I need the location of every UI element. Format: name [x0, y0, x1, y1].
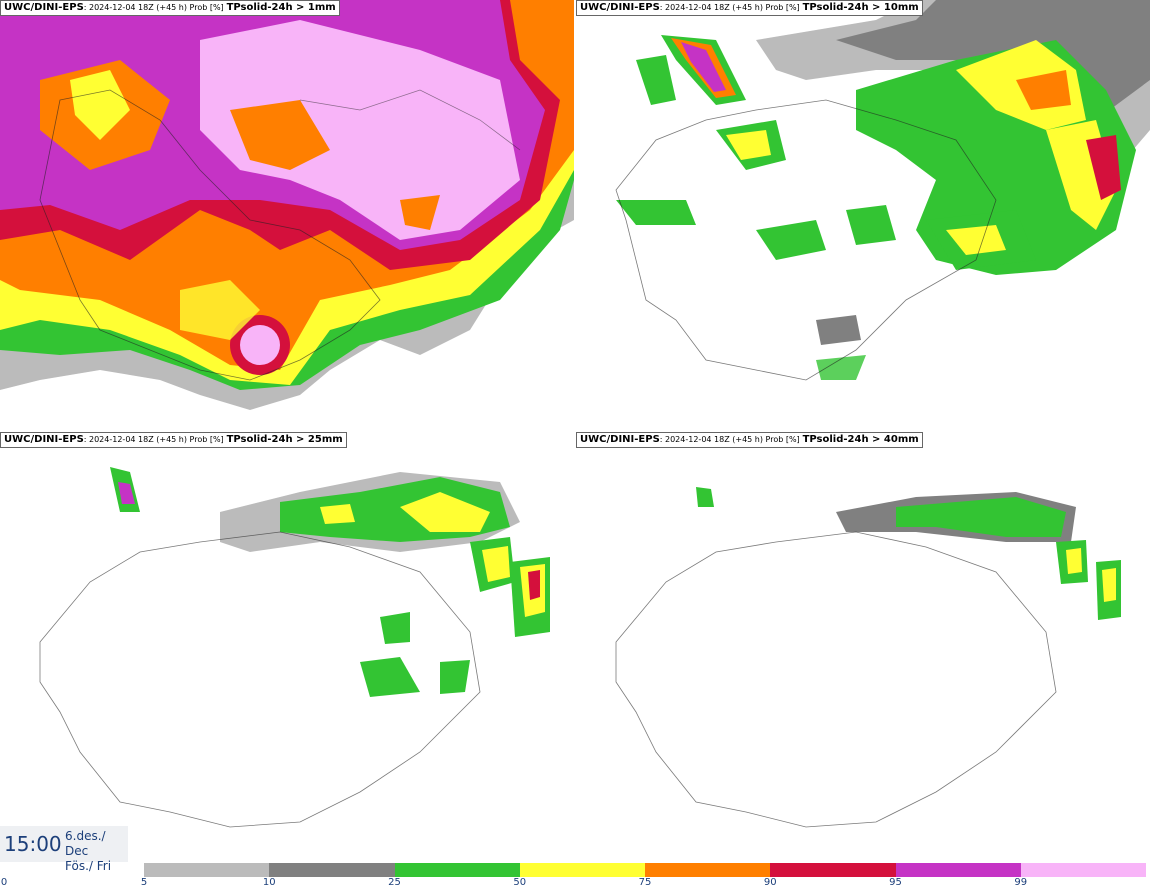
colorbar-tick-label: 5 — [140, 877, 148, 888]
colorbar-segment — [394, 863, 520, 877]
variable-label: TPsolid-24h > 40mm — [802, 434, 919, 445]
valid-time-clock: 15:00 — [4, 832, 62, 856]
colorbar-tick-label: 99 — [1014, 877, 1028, 888]
colorbar-tick-label: 95 — [889, 877, 902, 888]
run-info: : 2024-12-04 18Z (+45 h) Prob [%] — [659, 435, 800, 444]
map-panel-1mm: UWC/DINI-EPS: 2024-12-04 18Z (+45 h) Pro… — [0, 0, 574, 430]
model-name: UWC/DINI-EPS — [4, 2, 84, 13]
model-name: UWC/DINI-EPS — [4, 434, 84, 445]
colorbar-tick-label: 90 — [763, 877, 777, 888]
map-panel-10mm: UWC/DINI-EPS: 2024-12-04 18Z (+45 h) Pro… — [576, 0, 1150, 430]
map-10mm — [576, 0, 1150, 430]
variable-label: TPsolid-24h > 10mm — [802, 2, 919, 13]
panel-title: UWC/DINI-EPS: 2024-12-04 18Z (+45 h) Pro… — [0, 432, 347, 448]
colorbar-tick-label: 50 — [513, 877, 527, 888]
date-english-line: 6.des./ Dec — [65, 829, 106, 858]
colorbar-segment — [770, 863, 896, 877]
map-panel-40mm: UWC/DINI-EPS: 2024-12-04 18Z (+45 h) Pro… — [576, 432, 1150, 862]
map-panel-25mm: UWC/DINI-EPS: 2024-12-04 18Z (+45 h) Pro… — [0, 432, 574, 862]
colorbar-segment — [895, 863, 1021, 877]
panel-title: UWC/DINI-EPS: 2024-12-04 18Z (+45 h) Pro… — [576, 0, 923, 16]
model-name: UWC/DINI-EPS — [580, 434, 660, 445]
colorbar-segment — [645, 863, 771, 877]
colorbar-segment — [269, 863, 395, 877]
map-1mm — [0, 0, 574, 430]
variable-label: TPsolid-24h > 25mm — [226, 434, 343, 445]
panel-title: UWC/DINI-EPS: 2024-12-04 18Z (+45 h) Pro… — [0, 0, 340, 16]
colorbar-tick-label: 0 — [0, 877, 8, 888]
map-40mm — [576, 432, 1150, 862]
valid-time-box: 15:00 6.des./ Dec Fös./ Fri — [0, 826, 128, 873]
map-25mm — [0, 432, 574, 862]
colorbar-tick-label: 10 — [262, 877, 276, 888]
valid-time-date: 6.des./ Dec Fös./ Fri — [65, 829, 128, 874]
colorbar-segment — [1020, 863, 1146, 877]
probability-colorbar: 0 5 10 25 50 75 90 95 99 — [0, 862, 1150, 891]
run-info: : 2024-12-04 18Z (+45 h) Prob [%] — [659, 3, 800, 12]
run-info: : 2024-12-04 18Z (+45 h) Prob [%] — [83, 435, 224, 444]
colorbar-tick-label: 25 — [388, 877, 401, 888]
weekday-line: Fös./ Fri — [65, 859, 112, 873]
colorbar-tick-label: 75 — [638, 877, 652, 888]
colorbar-segment — [519, 863, 645, 877]
variable-label: TPsolid-24h > 1mm — [226, 2, 336, 13]
run-info: : 2024-12-04 18Z (+45 h) Prob [%] — [83, 3, 224, 12]
model-name: UWC/DINI-EPS — [580, 2, 660, 13]
colorbar-segment — [144, 863, 270, 877]
panel-title: UWC/DINI-EPS: 2024-12-04 18Z (+45 h) Pro… — [576, 432, 923, 448]
